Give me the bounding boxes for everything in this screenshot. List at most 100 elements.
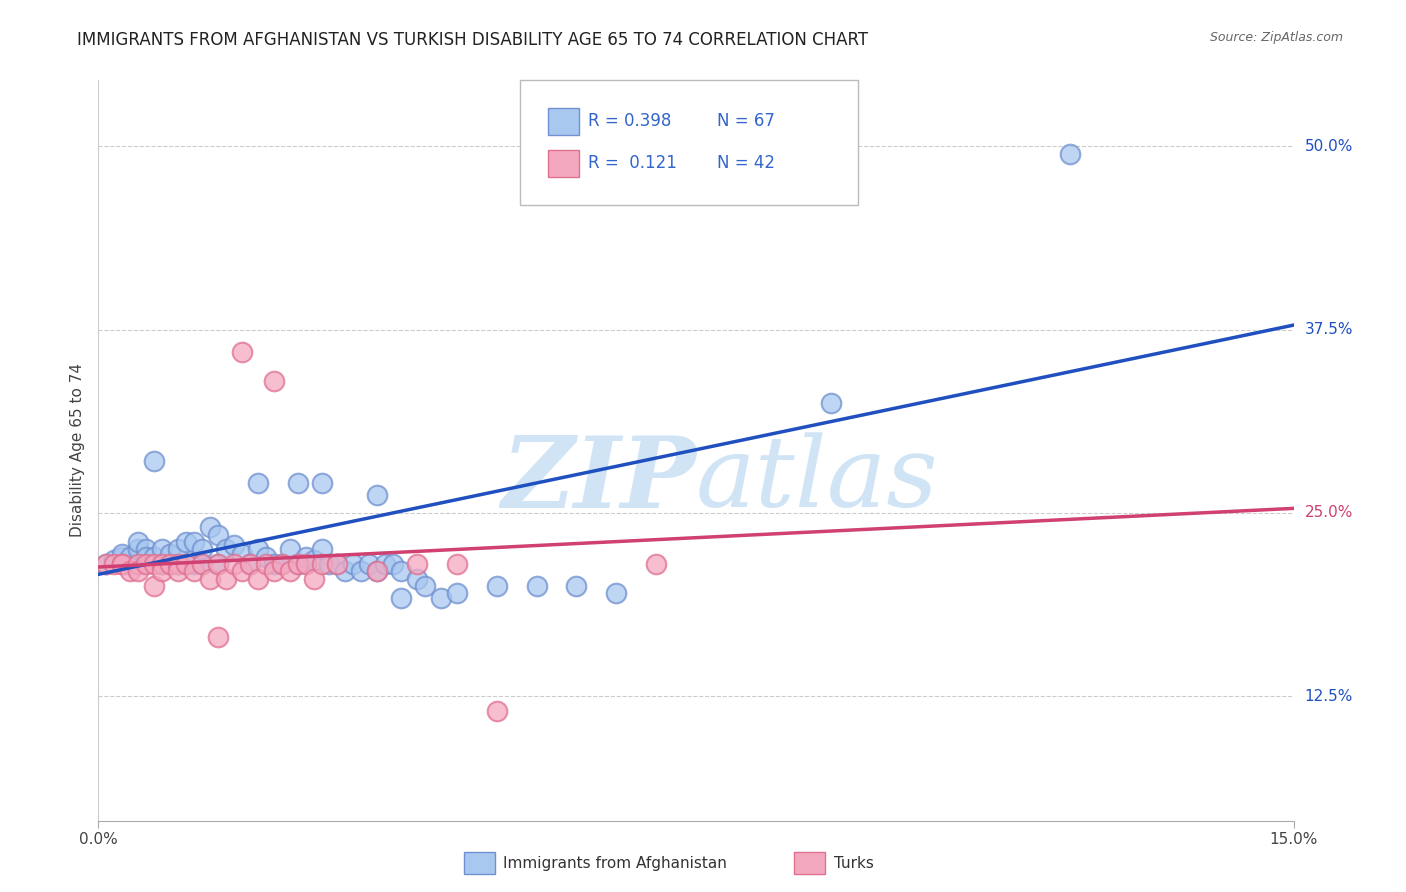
Text: 37.5%: 37.5% [1305, 322, 1353, 337]
Point [231, 344, 253, 359]
Point [366, 488, 388, 502]
Point [605, 586, 627, 600]
Point [302, 552, 325, 566]
Point [159, 557, 181, 571]
Point [150, 557, 173, 571]
Point [167, 565, 190, 579]
Point [318, 557, 340, 571]
Point [359, 557, 381, 571]
Point [135, 557, 157, 571]
Text: Source: ZipAtlas.com: Source: ZipAtlas.com [1209, 31, 1343, 45]
Point [143, 454, 166, 468]
Point [222, 557, 245, 571]
Point [174, 557, 197, 571]
Point [446, 557, 468, 571]
Text: Immigrants from Afghanistan: Immigrants from Afghanistan [503, 855, 727, 871]
Point [430, 591, 453, 605]
Point [215, 572, 238, 586]
Point [159, 557, 181, 571]
Point [263, 374, 285, 388]
Text: atlas: atlas [696, 433, 939, 528]
Point [111, 547, 134, 561]
Point [389, 591, 412, 605]
Point [120, 557, 142, 571]
Point [287, 476, 309, 491]
Point [413, 579, 436, 593]
Point [111, 549, 134, 564]
Point [127, 557, 149, 571]
Point [127, 542, 149, 557]
Point [246, 572, 269, 586]
Point [278, 542, 301, 557]
Point [446, 586, 468, 600]
Point [191, 557, 214, 571]
Point [326, 557, 349, 571]
Text: R =  0.121: R = 0.121 [588, 154, 676, 172]
Point [120, 565, 142, 579]
Text: 25.0%: 25.0% [1305, 505, 1353, 520]
Point [135, 549, 157, 564]
Point [207, 557, 229, 571]
Point [96, 557, 118, 571]
Point [820, 396, 842, 410]
Point [239, 557, 262, 571]
Point [263, 565, 285, 579]
Point [270, 557, 292, 571]
Point [207, 528, 229, 542]
Point [246, 542, 269, 557]
Point [278, 565, 301, 579]
Point [270, 557, 292, 571]
Point [246, 476, 269, 491]
Point [485, 579, 508, 593]
Point [183, 557, 205, 571]
Point [311, 542, 333, 557]
Point [127, 565, 149, 579]
Y-axis label: Disability Age 65 to 74: Disability Age 65 to 74 [69, 363, 84, 538]
Point [311, 476, 333, 491]
Point [135, 542, 157, 557]
Text: ZIP: ZIP [501, 432, 696, 528]
Point [311, 557, 333, 571]
Point [198, 572, 221, 586]
Point [406, 572, 429, 586]
Point [565, 579, 588, 593]
Point [254, 549, 277, 564]
Point [143, 549, 166, 564]
Point [174, 557, 197, 571]
Point [191, 542, 214, 557]
Point [222, 538, 245, 552]
Text: 50.0%: 50.0% [1305, 139, 1353, 153]
Point [526, 579, 548, 593]
Point [150, 557, 173, 571]
Text: N = 67: N = 67 [717, 112, 775, 130]
Point [207, 631, 229, 645]
Point [135, 552, 157, 566]
Point [335, 565, 357, 579]
Point [143, 557, 166, 571]
Point [127, 535, 149, 549]
Point [167, 542, 190, 557]
Point [406, 557, 429, 571]
Point [485, 704, 508, 718]
Point [167, 557, 190, 571]
Point [294, 557, 316, 571]
Point [366, 565, 388, 579]
Point [215, 542, 238, 557]
Point [174, 535, 197, 549]
Point [96, 557, 118, 571]
Point [127, 557, 149, 571]
Text: R = 0.398: R = 0.398 [588, 112, 671, 130]
Point [231, 547, 253, 561]
Text: IMMIGRANTS FROM AFGHANISTAN VS TURKISH DISABILITY AGE 65 TO 74 CORRELATION CHART: IMMIGRANTS FROM AFGHANISTAN VS TURKISH D… [77, 31, 869, 49]
Point [366, 565, 388, 579]
Point [350, 565, 373, 579]
Point [150, 565, 173, 579]
Point [239, 557, 262, 571]
Point [294, 549, 316, 564]
Point [111, 557, 134, 571]
Text: Turks: Turks [834, 855, 873, 871]
Point [150, 542, 173, 557]
Point [254, 557, 277, 571]
Point [207, 557, 229, 571]
Point [231, 565, 253, 579]
